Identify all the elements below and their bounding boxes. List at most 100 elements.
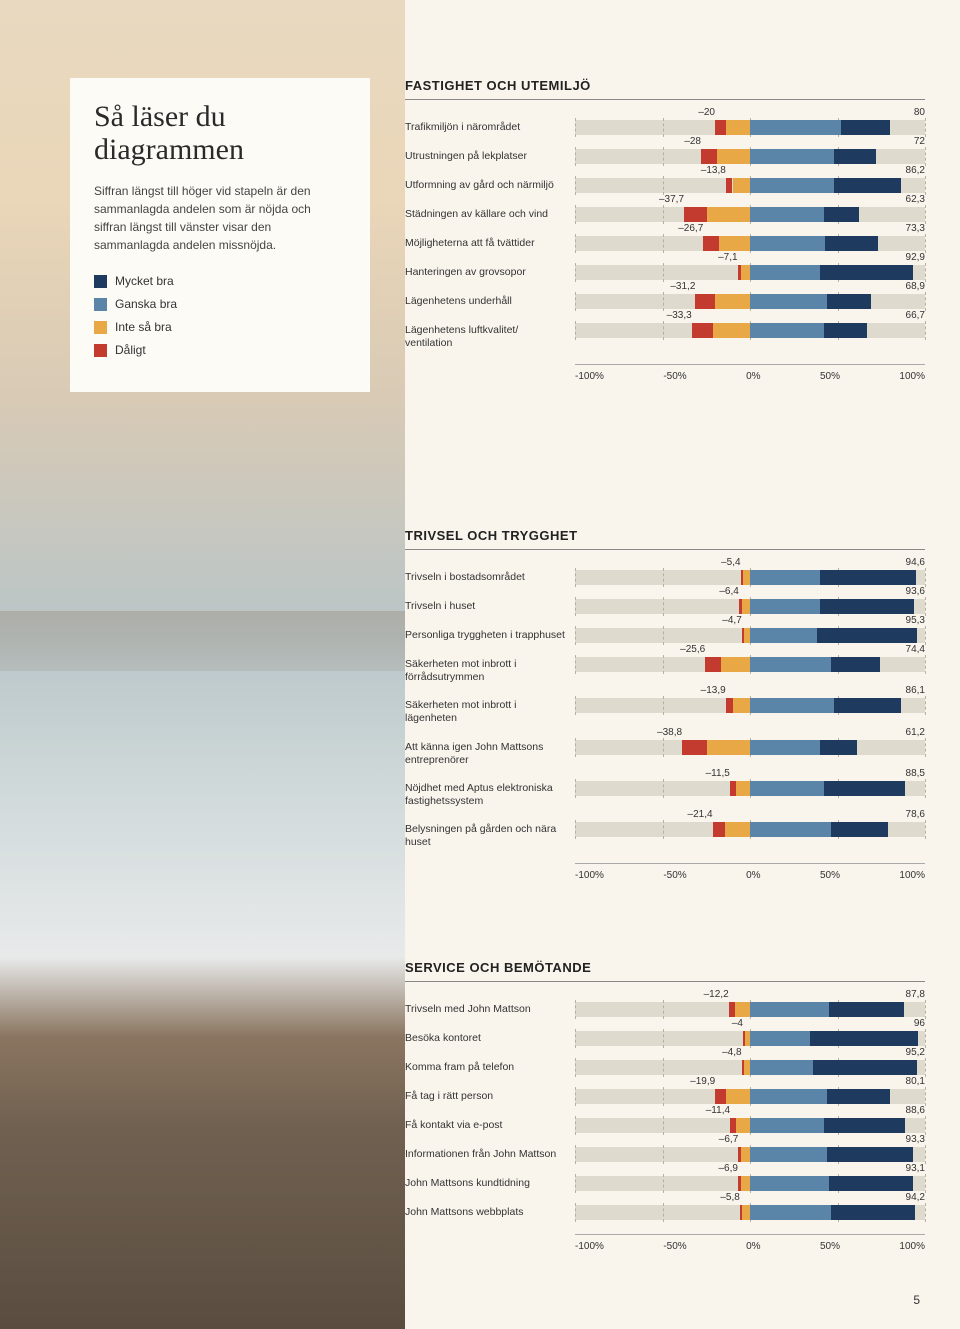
grid-line [575, 568, 576, 587]
chart-bar-area: –4,795,3 [575, 628, 925, 643]
legend-swatch [94, 275, 107, 288]
segment-not-so-good [707, 740, 750, 755]
value-label-negative: –33,3 [667, 310, 692, 321]
value-label-positive: 80 [914, 107, 925, 118]
segment-very-good [824, 1118, 906, 1133]
info-card-body: Siffran längst till höger vid stapeln är… [94, 182, 346, 254]
value-label-negative: –12,2 [704, 989, 729, 1000]
grid-line [575, 234, 576, 253]
legend-swatch [94, 321, 107, 334]
grid-line [663, 321, 664, 340]
chart-section-title: SERVICE OCH BEMÖTANDE [405, 960, 925, 982]
grid-line [925, 696, 926, 715]
chart-row-label: Säkerheten mot inbrott i förrådsutrymmen [405, 657, 575, 684]
chart-row-label: Lägenhetens underhåll [405, 294, 575, 308]
grid-line [575, 263, 576, 282]
chart-row: Städningen av källare och vind–37,762,3 [405, 207, 925, 222]
chart-row-label: Personliga tryggheten i trapphuset [405, 628, 575, 642]
chart-row: Säkerheten mot inbrott i lägenheten–13,9… [405, 698, 925, 725]
segment-not-so-good [736, 781, 750, 796]
segment-very-good [820, 599, 914, 614]
segment-good [750, 178, 834, 193]
axis-tick: -100% [575, 870, 604, 881]
chart-bar-track [575, 149, 925, 164]
grid-line [925, 597, 926, 616]
value-label-positive: 61,2 [906, 727, 925, 738]
grid-line [663, 263, 664, 282]
chart-bar-track [575, 1176, 925, 1191]
value-label-positive: 66,7 [906, 310, 925, 321]
segment-very-good [827, 1147, 913, 1162]
segment-very-good [827, 294, 871, 309]
chart-bar-track [575, 822, 925, 837]
grid-line [575, 597, 576, 616]
segment-very-good [834, 698, 901, 713]
grid-line [663, 597, 664, 616]
info-card: Så läser du diagrammen Siffran längst ti… [70, 78, 370, 392]
segment-bad [684, 207, 707, 222]
segment-good [750, 1205, 831, 1220]
value-label-positive: 88,6 [906, 1105, 925, 1116]
chart-row: Trivseln i huset–6,493,6 [405, 599, 925, 614]
segment-very-good [834, 178, 901, 193]
segment-good [750, 657, 831, 672]
chart-row-label: Trivseln i huset [405, 599, 575, 613]
chart-section-title: TRIVSEL OCH TRYGGHET [405, 528, 925, 550]
axis-tick: 0% [746, 870, 760, 881]
grid-line [925, 655, 926, 674]
segment-good [750, 1031, 810, 1046]
chart-bar-track [575, 1205, 925, 1220]
axis-tick: 50% [820, 371, 840, 382]
axis-tick: 100% [899, 371, 925, 382]
grid-line [663, 234, 664, 253]
chart-bar-track [575, 599, 925, 614]
chart-row: Utrustningen på lekplatser–2872 [405, 149, 925, 164]
segment-very-good [829, 1176, 913, 1191]
value-label-positive: 68,9 [906, 281, 925, 292]
value-label-positive: 86,1 [906, 685, 925, 696]
chart-bar-area: –2872 [575, 149, 925, 164]
grid-line [663, 118, 664, 137]
segment-bad [715, 1089, 726, 1104]
axis-tick: -50% [663, 870, 686, 881]
value-label-negative: –6,7 [719, 1134, 738, 1145]
chart-bar-area: –12,287,8 [575, 1002, 925, 1017]
chart-bar-track [575, 120, 925, 135]
axis-tick: -100% [575, 1241, 604, 1252]
chart-row-label: John Mattsons webbplats [405, 1205, 575, 1219]
chart-bar-track [575, 657, 925, 672]
legend-label: Inte så bra [115, 320, 172, 334]
chart-bar-track [575, 236, 925, 251]
legend-swatch [94, 344, 107, 357]
value-label-negative: –26,7 [678, 223, 703, 234]
segment-bad [726, 698, 733, 713]
chart-section-title: FASTIGHET OCH UTEMILJÖ [405, 78, 925, 100]
segment-good [750, 1147, 827, 1162]
legend-item: Ganska bra [94, 297, 346, 311]
chart-bar-track [575, 1118, 925, 1133]
segment-bad [715, 120, 726, 135]
chart-axis: -100%-50%0%50%100% [405, 1234, 925, 1252]
axis-tick: -50% [663, 371, 686, 382]
chart-bar-track [575, 294, 925, 309]
grid-line [925, 779, 926, 798]
chart-axis: -100%-50%0%50%100% [405, 364, 925, 382]
grid-line [575, 1029, 576, 1048]
chart-bar-track [575, 207, 925, 222]
segment-not-so-good [743, 570, 750, 585]
value-label-negative: –7,1 [718, 252, 737, 263]
chart-bar-track [575, 1147, 925, 1162]
segment-not-so-good [721, 657, 750, 672]
chart-section-fastighet: FASTIGHET OCH UTEMILJÖTrafikmiljön i när… [405, 78, 925, 382]
grid-line [575, 1087, 576, 1106]
chart-row-label: Få kontakt via e-post [405, 1118, 575, 1132]
value-label-positive: 86,2 [906, 165, 925, 176]
chart-row-label: Nöjdhet med Aptus elektroniska fastighet… [405, 781, 575, 808]
value-label-positive: 78,6 [906, 809, 925, 820]
segment-very-good [834, 149, 876, 164]
segment-not-so-good [733, 178, 751, 193]
chart-row-label: Möjligheterna att få tvättider [405, 236, 575, 250]
grid-line [925, 321, 926, 340]
chart-bar-track [575, 1089, 925, 1104]
segment-not-so-good [736, 1118, 750, 1133]
